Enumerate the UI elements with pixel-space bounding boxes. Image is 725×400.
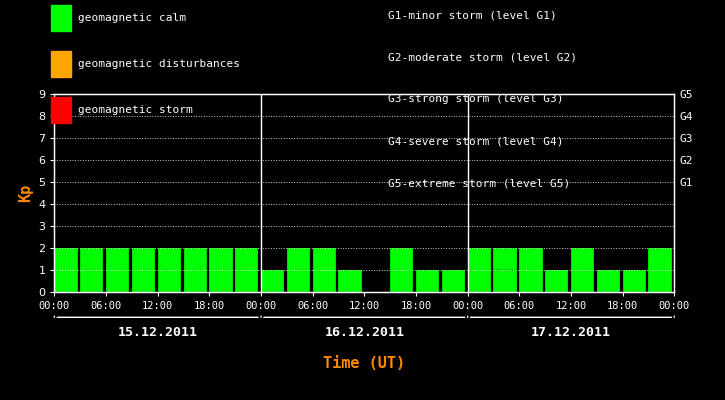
Bar (468, 270, 491, 292)
Bar (623, 270, 646, 292)
Text: G1-minor storm (level G1): G1-minor storm (level G1) (388, 10, 557, 20)
Bar (494, 248, 517, 292)
Bar (157, 248, 181, 292)
Text: 15.12.2011: 15.12.2011 (117, 326, 198, 339)
Bar (468, 248, 491, 292)
Text: geomagnetic storm: geomagnetic storm (78, 105, 193, 115)
Bar (339, 270, 362, 292)
Text: geomagnetic disturbances: geomagnetic disturbances (78, 59, 240, 69)
Bar (597, 270, 620, 292)
Text: G3-strong storm (level G3): G3-strong storm (level G3) (388, 94, 563, 104)
Bar (132, 248, 155, 292)
Text: G2-moderate storm (level G2): G2-moderate storm (level G2) (388, 52, 577, 62)
Text: geomagnetic calm: geomagnetic calm (78, 13, 186, 23)
Bar (210, 248, 233, 292)
Bar (416, 270, 439, 292)
Bar (648, 248, 671, 292)
Y-axis label: Kp: Kp (17, 184, 33, 202)
Bar (80, 248, 104, 292)
Bar (54, 248, 78, 292)
Bar (183, 248, 207, 292)
Text: Time (UT): Time (UT) (323, 356, 405, 371)
Bar (287, 248, 310, 292)
Bar (571, 248, 594, 292)
Text: G4-severe storm (level G4): G4-severe storm (level G4) (388, 136, 563, 146)
Bar (545, 270, 568, 292)
Text: G5-extreme storm (level G5): G5-extreme storm (level G5) (388, 178, 570, 188)
Bar (106, 248, 129, 292)
Bar (312, 248, 336, 292)
Bar (235, 248, 258, 292)
Bar (519, 248, 542, 292)
Text: 17.12.2011: 17.12.2011 (531, 326, 611, 339)
Bar (390, 248, 413, 292)
Text: 16.12.2011: 16.12.2011 (324, 326, 405, 339)
Bar (442, 270, 465, 292)
Bar (261, 270, 284, 292)
Bar (494, 270, 517, 292)
